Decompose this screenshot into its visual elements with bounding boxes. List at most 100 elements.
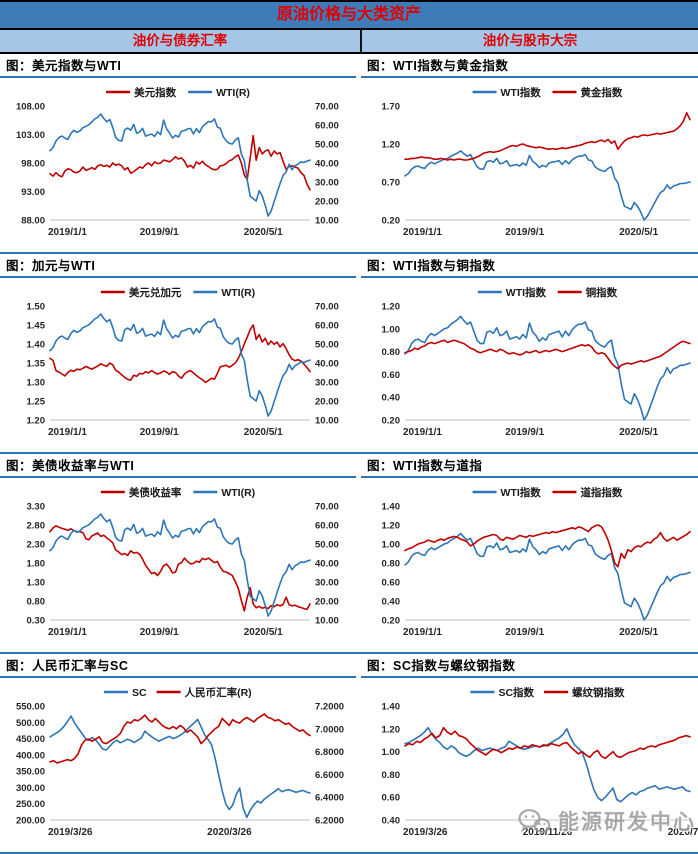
y-axis-tick-label: 1.20	[27, 416, 46, 427]
chart-panel-wti-gold: 图：WTI指数与黄金指数 WTI指数 黄金指数 0.20 0.70 1.20 1.70 20…	[356, 54, 698, 254]
x-axis-tick-label: 2019/1/1	[403, 427, 442, 438]
x-axis-tick-label: 2019/11/26	[523, 827, 573, 838]
line-chart-cad-wti: 美元兑加元 WTI(R) 1.20 1.25 1.30 1.35 1.40 1.45 1.50 1…	[27, 286, 339, 438]
legend-item-label: 美元兑加元	[129, 286, 182, 299]
chart-panel-wti-dow: 图：WTI指数与道指 WTI指数 道指指数 0.20 0.40 0.60 0.80 1.00…	[356, 454, 698, 654]
line-chart-cny-sc: SC 人民币汇率(R) 200.00 250.00 300.00 350.00 400.00…	[16, 686, 344, 838]
series-line-blue	[404, 726, 691, 803]
chart-panel-treasury-wti: 图：美债收益率与WTI 美债收益率 WTI(R) 0.30 0.80 1.30 1.80 2…	[0, 454, 356, 654]
y2-axis-tick-label: 40.00	[315, 359, 339, 370]
y-axis-tick-label: 1.30	[27, 378, 46, 389]
y-axis-tick-label: 0.70	[382, 178, 401, 189]
y-axis-tick-label: 2.30	[27, 540, 46, 551]
y2-axis-tick-label: 50.00	[315, 140, 339, 151]
y-axis-tick-label: 0.80	[382, 770, 401, 781]
x-axis-tick-label: 2020/5/1	[244, 627, 283, 638]
series-line-red	[404, 726, 691, 760]
y-axis-tick-label: 0.80	[382, 347, 401, 358]
y-axis-tick-label: 1.00	[382, 747, 401, 758]
y-axis-tick-label: 0.30	[27, 616, 46, 627]
y2-axis-tick-label: 30.00	[315, 378, 339, 389]
y-axis-tick-label: 1.45	[27, 321, 46, 332]
y-axis-tick-label: 0.20	[382, 616, 401, 627]
chart-panel-cad-wti: 图：加元与WTI 美元兑加元 WTI(R) 1.20 1.25 1.30 1.35 1.40…	[0, 254, 356, 454]
y-axis-tick-label: 1.20	[382, 521, 401, 532]
y2-axis-tick-label: 7.0000	[315, 724, 344, 735]
chart-title: 图：美债收益率与WTI	[0, 454, 356, 478]
chart-title: 图：美元指数与WTI	[0, 54, 356, 78]
chart-panel-sc-rebar: 图：SC指数与螺纹钢指数 SC指数 螺纹钢指数 0.40 0.60 0.80 1.00 1.…	[356, 654, 698, 854]
y2-axis-tick-label: 10.00	[315, 216, 339, 227]
x-axis-tick-label: 2019/9/1	[505, 427, 544, 438]
y-axis-tick-label: 0.20	[382, 416, 401, 427]
y-axis-tick-label: 550.00	[16, 702, 45, 713]
y-axis-tick-label: 1.35	[27, 359, 46, 370]
x-axis-tick-label: 2020/5/1	[244, 227, 283, 238]
chart-title: 图：WTI指数与道指	[361, 454, 698, 478]
y-axis-tick-label: 0.40	[382, 393, 401, 404]
y2-axis-tick-label: 20.00	[315, 197, 339, 208]
series-line-red	[49, 524, 311, 612]
y2-axis-tick-label: 20.00	[315, 597, 339, 608]
legend-item-label: WTI指数	[501, 86, 542, 99]
x-axis-tick-label: 2019/3/26	[403, 827, 448, 838]
x-axis-tick-label: 2020/5/1	[244, 427, 283, 438]
y2-axis-tick-label: 70.00	[315, 302, 339, 313]
legend-item-label: 美元指数	[134, 86, 176, 99]
series-line-blue	[49, 513, 311, 617]
y-axis-tick-label: 108.00	[16, 102, 45, 113]
line-chart-wti-dow: WTI指数 道指指数 0.20 0.40 0.60 0.80 1.00 1.20 1.40 201…	[382, 486, 691, 638]
section-header-row: 油价与债券汇率 油价与股市大宗	[0, 30, 698, 54]
y-axis-tick-label: 1.20	[382, 140, 401, 151]
series-line-red	[49, 713, 311, 764]
y-axis-tick-label: 400.00	[16, 750, 45, 761]
x-axis-tick-label: 2020/5/1	[619, 627, 658, 638]
y2-axis-tick-label: 60.00	[315, 321, 339, 332]
legend-item-label: WTI(R)	[216, 87, 250, 99]
y-axis-tick-label: 450.00	[16, 734, 45, 745]
series-line-blue	[49, 715, 311, 819]
y-axis-tick-label: 103.00	[16, 130, 45, 141]
y-axis-tick-label: 1.80	[27, 559, 46, 570]
page-title: 原油价格与大类资产	[276, 6, 421, 23]
series-line-blue	[404, 315, 691, 421]
y-axis-tick-label: 3.30	[27, 502, 46, 513]
y2-axis-tick-label: 30.00	[315, 578, 339, 589]
y-axis-tick-label: 350.00	[16, 767, 45, 778]
x-axis-tick-label: 2019/1/1	[48, 227, 87, 238]
y-axis-tick-label: 1.40	[382, 702, 401, 713]
y-axis-tick-label: 1.30	[27, 578, 46, 589]
y-axis-tick-label: 300.00	[16, 783, 45, 794]
y2-axis-tick-label: 30.00	[315, 178, 339, 189]
chart-title: 图：加元与WTI	[0, 254, 356, 278]
legend-item-label: 螺纹钢指数	[572, 686, 625, 699]
series-line-red	[404, 524, 691, 568]
legend-item-label: SC指数	[498, 686, 534, 699]
legend-item-label: WTI指数	[501, 486, 542, 499]
chart-panel-usd-wti: 图：美元指数与WTI 美元指数 WTI(R) 88.00 93.00 98.00 103.…	[0, 54, 356, 254]
y-axis-tick-label: 1.20	[382, 302, 401, 313]
chart-title: 图：SC指数与螺纹钢指数	[361, 654, 698, 678]
y2-axis-tick-label: 40.00	[315, 159, 339, 170]
y-axis-tick-label: 0.60	[382, 578, 401, 589]
y2-axis-tick-label: 6.4000	[315, 793, 344, 804]
legend-item-label: SC	[132, 687, 147, 699]
series-line-red	[404, 339, 691, 370]
y-axis-tick-label: 0.60	[382, 370, 401, 381]
y-axis-tick-label: 1.25	[27, 397, 46, 408]
x-axis-tick-label: 2019/9/1	[505, 627, 544, 638]
legend-item-label: 铜指数	[586, 286, 618, 299]
y2-axis-tick-label: 50.00	[315, 540, 339, 551]
x-axis-tick-label: 2020/3/26	[207, 827, 252, 838]
y-axis-tick-label: 98.00	[21, 159, 45, 170]
y2-axis-tick-label: 60.00	[315, 521, 339, 532]
x-axis-tick-label: 2019/1/1	[403, 627, 442, 638]
chart-title: 图：人民币汇率与SC	[0, 654, 356, 678]
x-axis-tick-label: 2020/7/26	[668, 827, 698, 838]
y-axis-tick-label: 93.00	[21, 187, 45, 198]
line-chart-usd-wti: 美元指数 WTI(R) 88.00 93.00 98.00 103.00 108.00 10.…	[16, 86, 339, 238]
y-axis-tick-label: 88.00	[21, 216, 45, 227]
x-axis-tick-label: 2019/9/1	[140, 427, 179, 438]
y2-axis-tick-label: 7.2000	[315, 702, 344, 713]
line-chart-wti-copper: WTI指数 铜指数 0.20 0.40 0.60 0.80 1.00 1.20 2019/1/1…	[382, 286, 691, 438]
